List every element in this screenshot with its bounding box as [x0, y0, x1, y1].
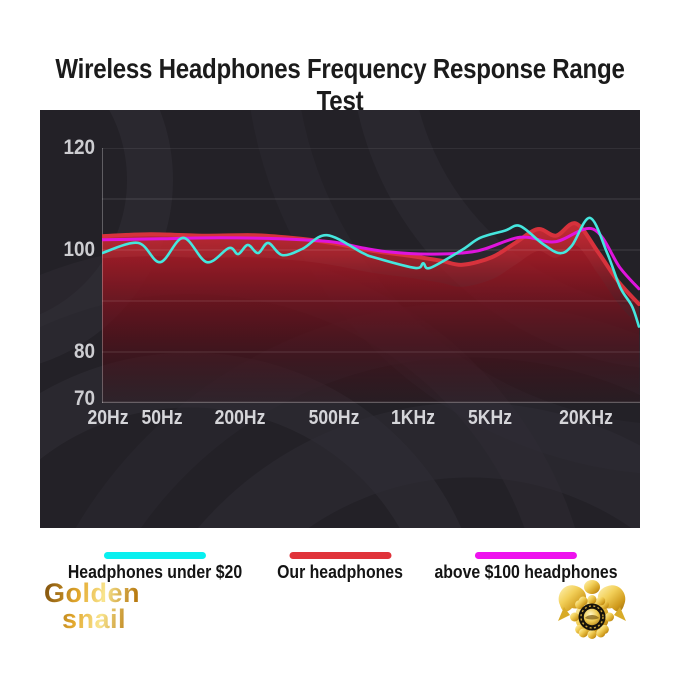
x-tick-label: 1KHz [390, 407, 436, 429]
legend-label: Headphones under $20 [67, 562, 243, 582]
x-tick-label: 200Hz [214, 407, 266, 429]
legend-item-under-20: Headphones under $20 [56, 552, 254, 583]
brand-logo-text: Golden snail [44, 580, 140, 632]
y-tick-label: 80 [73, 340, 95, 363]
chart-panel: 20Hz 50Hz 200Hz 500Hz 1KHz 5KHz 20KHz 120 100 80… [40, 110, 640, 528]
x-tick-label: 20Hz [87, 407, 129, 429]
logo-line-1: Golden [44, 578, 140, 608]
legend-item-our: Our headphones [268, 552, 411, 583]
y-tick-label: 120 [63, 136, 95, 159]
legend-label: above $100 headphones [434, 562, 618, 582]
x-tick-label: 20KHz [559, 407, 614, 429]
legend-swatch [475, 552, 577, 559]
ribbon-arms-icon [558, 580, 626, 621]
legend-swatch [288, 552, 391, 559]
legend-swatch [104, 552, 206, 559]
legend-label: Our headphones [277, 562, 403, 582]
x-axis-labels: 20Hz 50Hz 200Hz 500Hz 1KHz 5KHz 20KHz [87, 407, 640, 433]
x-tick-label: 5KHz [467, 407, 512, 429]
medal-icon [570, 595, 614, 639]
logo-line-2: snail [62, 604, 127, 634]
legend-item-above-100: above $100 headphones [422, 552, 630, 583]
x-tick-label: 50Hz [141, 407, 183, 429]
gold-medal-icon [558, 580, 626, 639]
plot-chart-svg [102, 148, 640, 403]
x-tick-label: 500Hz [308, 407, 360, 429]
y-tick-label: 100 [63, 238, 95, 261]
page-title: Wireless Headphones Frequency Response R… [55, 53, 625, 116]
y-tick-label: 70 [73, 387, 95, 410]
